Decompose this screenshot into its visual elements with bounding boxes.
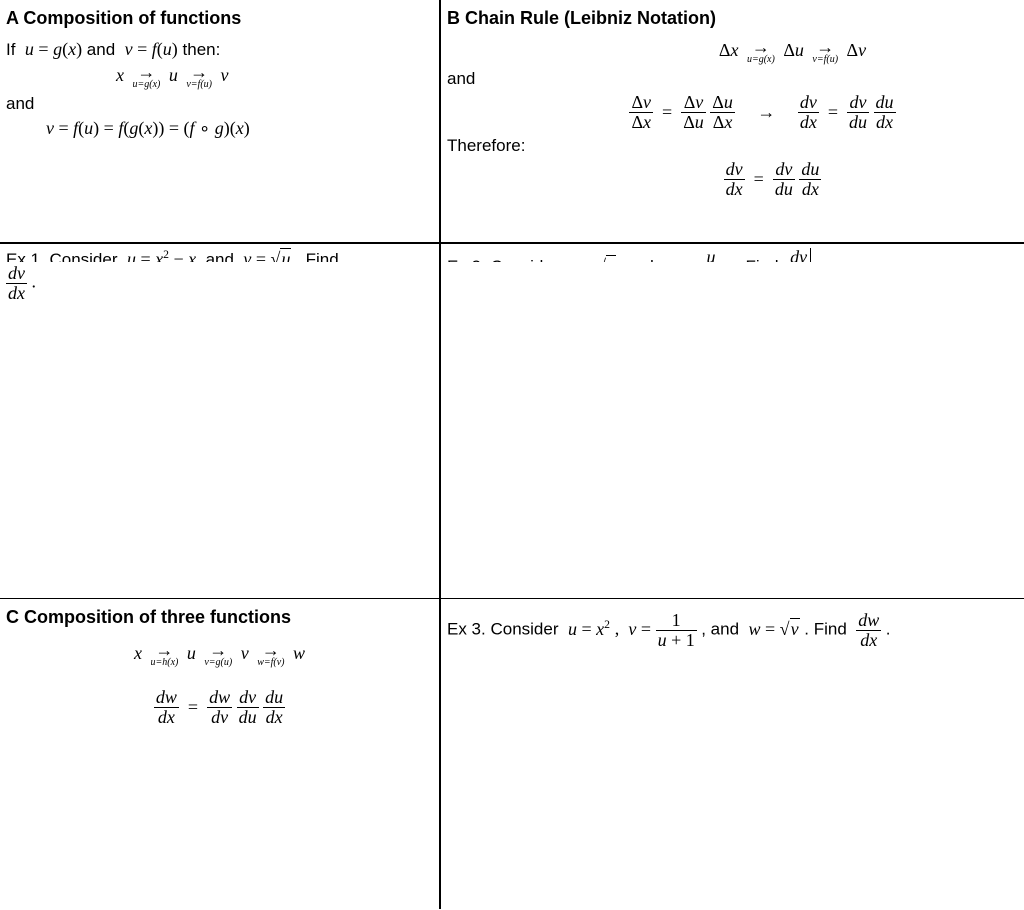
cell-ex1-head: Ex 1. Consider u = x2 − x and v = u . Fi… — [0, 243, 440, 262]
b-and: and — [447, 69, 1018, 89]
a-if-line: If u = g(x) and v = f(u) then: — [6, 39, 433, 60]
worksheet-grid: A Composition of functions If u = g(x) a… — [0, 0, 1024, 910]
ex3-u: u = x2 — [568, 619, 610, 639]
a-and: and — [6, 94, 433, 114]
cell-a: A Composition of functions If u = g(x) a… — [0, 0, 440, 243]
cell-ex2-head: Ex 2. Consider u = x and v = uu − 1 . Fi… — [440, 243, 1024, 262]
cell-ex2-body — [440, 262, 1024, 598]
b-delta-chain: Δx →u=g(x) Δu →v=f(u) Δv — [447, 39, 1018, 65]
section-c-title: C Composition of three functions — [6, 607, 433, 628]
cell-b: B Chain Rule (Leibniz Notation) Δx →u=g(… — [440, 0, 1024, 243]
b-result: dvdx = dvdu dudx — [447, 160, 1018, 199]
c-chain-diagram: x →u=h(x) u →v=g(u) v →w=f(v) w — [6, 642, 433, 668]
a-composition-eq: v = f(u) = f(g(x)) = (f ∘ g)(x) — [6, 118, 433, 139]
cell-ex3: Ex 3. Consider u = x2 , v = 1u + 1 , and… — [440, 598, 1024, 909]
ex3-label: Ex 3. Consider — [447, 620, 559, 639]
section-a-title: A Composition of functions — [6, 8, 433, 29]
ex1-u: u = x2 − x — [127, 249, 196, 262]
cell-c: C Composition of three functions x →u=h(… — [0, 598, 440, 909]
ex3-target: dwdx — [856, 619, 886, 639]
a-chain-diagram: x →u=g(x) u →v=f(u) v — [6, 64, 433, 90]
ex3-line: Ex 3. Consider u = x2 , v = 1u + 1 , and… — [447, 611, 1018, 650]
ex1-v: v = u — [243, 249, 291, 262]
a-u-eq: u = g(x) — [25, 39, 82, 59]
section-b-title: B Chain Rule (Leibniz Notation) — [447, 8, 1018, 29]
ex3-v: v = 1u + 1 — [628, 619, 701, 639]
a-v-eq: v = f(u) — [125, 39, 178, 59]
b-delta-fracs: ΔvΔx = ΔvΔu ΔuΔx → dvdx = dvdu dudx — [447, 93, 1018, 132]
ex3-w: w = v — [749, 619, 800, 639]
ex1-target: dvdx . — [6, 264, 433, 303]
c-result: dwdx = dwdv dvdu dudx — [6, 688, 433, 727]
b-therefore: Therefore: — [447, 136, 1018, 156]
ex1-label: Ex 1. Consider — [6, 250, 118, 262]
cell-ex1-body: dvdx . — [0, 262, 440, 598]
